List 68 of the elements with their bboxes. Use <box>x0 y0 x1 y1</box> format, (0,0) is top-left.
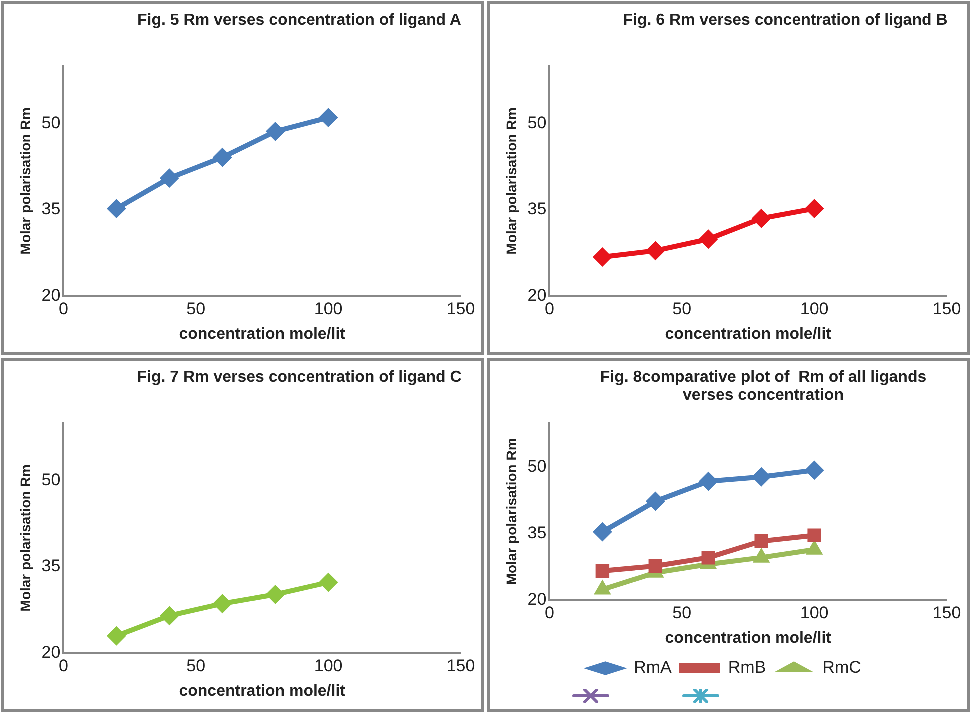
point <box>266 122 286 142</box>
point <box>754 534 768 548</box>
point <box>593 522 612 542</box>
y-tick-label: 35 <box>42 556 61 576</box>
y-tick-label: 20 <box>528 590 547 610</box>
point <box>699 472 718 492</box>
x-tick-label: 50 <box>186 299 206 318</box>
x-axis-title: concentration mole/lit <box>179 682 346 700</box>
y-tick-label: 20 <box>42 643 61 662</box>
x-axis-title: concentration mole/lit <box>179 326 346 343</box>
chart-title: Fig. 5 Rm verses concentration of ligand A <box>136 12 462 30</box>
x-tick-label: 150 <box>932 603 962 622</box>
point <box>266 585 286 604</box>
x-axis-title: concentration mole/lit <box>665 630 832 647</box>
y-tick-label: 50 <box>42 113 61 132</box>
legend-label: RmC <box>822 658 862 678</box>
y-tick-label: 50 <box>528 113 547 132</box>
x-tick-label: 0 <box>58 299 68 318</box>
chart-title: Fig. 8comparative plot of Rm of all ligands verses concentration <box>600 369 927 405</box>
point <box>107 626 126 646</box>
x-tick-label: 100 <box>314 656 343 676</box>
y-axis-title: Molar polarisation Rm <box>17 108 34 255</box>
point <box>107 199 126 218</box>
y-tick-label: 20 <box>42 286 61 306</box>
x-tick-label: 0 <box>544 299 554 318</box>
point <box>646 492 666 511</box>
x-tick-label: 100 <box>800 299 829 318</box>
x-tick-label: 0 <box>544 603 554 622</box>
point <box>593 248 612 267</box>
chart-title: Fig. 6 Rm verses concentration of ligand B <box>622 12 949 30</box>
x-tick-label: 100 <box>800 603 829 622</box>
y-tick-label: 35 <box>42 200 61 219</box>
x-tick-label: 0 <box>58 656 68 676</box>
y-tick-label: 20 <box>528 286 547 306</box>
y-tick-label: 35 <box>528 524 547 543</box>
point <box>648 559 663 574</box>
x-tick-label: 50 <box>186 656 206 676</box>
point <box>646 241 666 260</box>
x-tick-label: 150 <box>932 299 962 318</box>
point <box>596 564 610 578</box>
x-axis-title: concentration mole/lit <box>665 326 832 343</box>
y-axis-title: Molar polarisation Rm <box>503 108 520 255</box>
point <box>752 209 772 228</box>
x-tick-label: 150 <box>446 299 476 318</box>
legend-label: RmB <box>728 658 766 678</box>
point <box>160 606 180 626</box>
point <box>752 468 772 487</box>
point <box>699 230 718 249</box>
chart-title: Fig. 7 Rm verses concentration of ligand C <box>136 369 463 387</box>
legend-label: RmA <box>634 658 673 678</box>
x-tick-label: 50 <box>672 603 692 622</box>
y-axis-title: Molar polarisation Rm <box>503 438 520 586</box>
y-tick-label: 35 <box>528 200 547 219</box>
point <box>805 460 824 480</box>
point <box>160 168 180 188</box>
point <box>805 199 824 218</box>
x-tick-label: 150 <box>446 656 476 676</box>
point <box>319 573 338 592</box>
y-axis-title: Molar polarisation Rm <box>17 464 34 612</box>
x-tick-label: 50 <box>672 299 692 318</box>
point <box>808 528 822 543</box>
point <box>702 550 716 565</box>
point <box>319 108 338 128</box>
point <box>213 594 232 614</box>
point <box>213 148 232 168</box>
x-tick-label: 100 <box>314 299 343 318</box>
y-tick-label: 50 <box>42 470 61 490</box>
y-tick-label: 50 <box>528 457 547 476</box>
